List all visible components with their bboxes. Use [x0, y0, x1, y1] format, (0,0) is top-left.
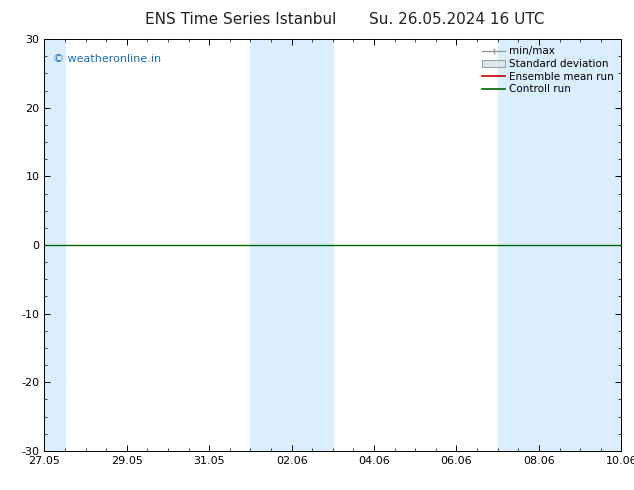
Text: ENS Time Series Istanbul: ENS Time Series Istanbul — [145, 12, 337, 27]
Bar — [498, 39, 621, 451]
Text: Su. 26.05.2024 16 UTC: Su. 26.05.2024 16 UTC — [369, 12, 544, 27]
Text: © weatheronline.in: © weatheronline.in — [53, 53, 161, 64]
Bar — [250, 39, 333, 451]
Bar — [44, 39, 65, 451]
Legend: min/max, Standard deviation, Ensemble mean run, Controll run: min/max, Standard deviation, Ensemble me… — [480, 45, 616, 97]
